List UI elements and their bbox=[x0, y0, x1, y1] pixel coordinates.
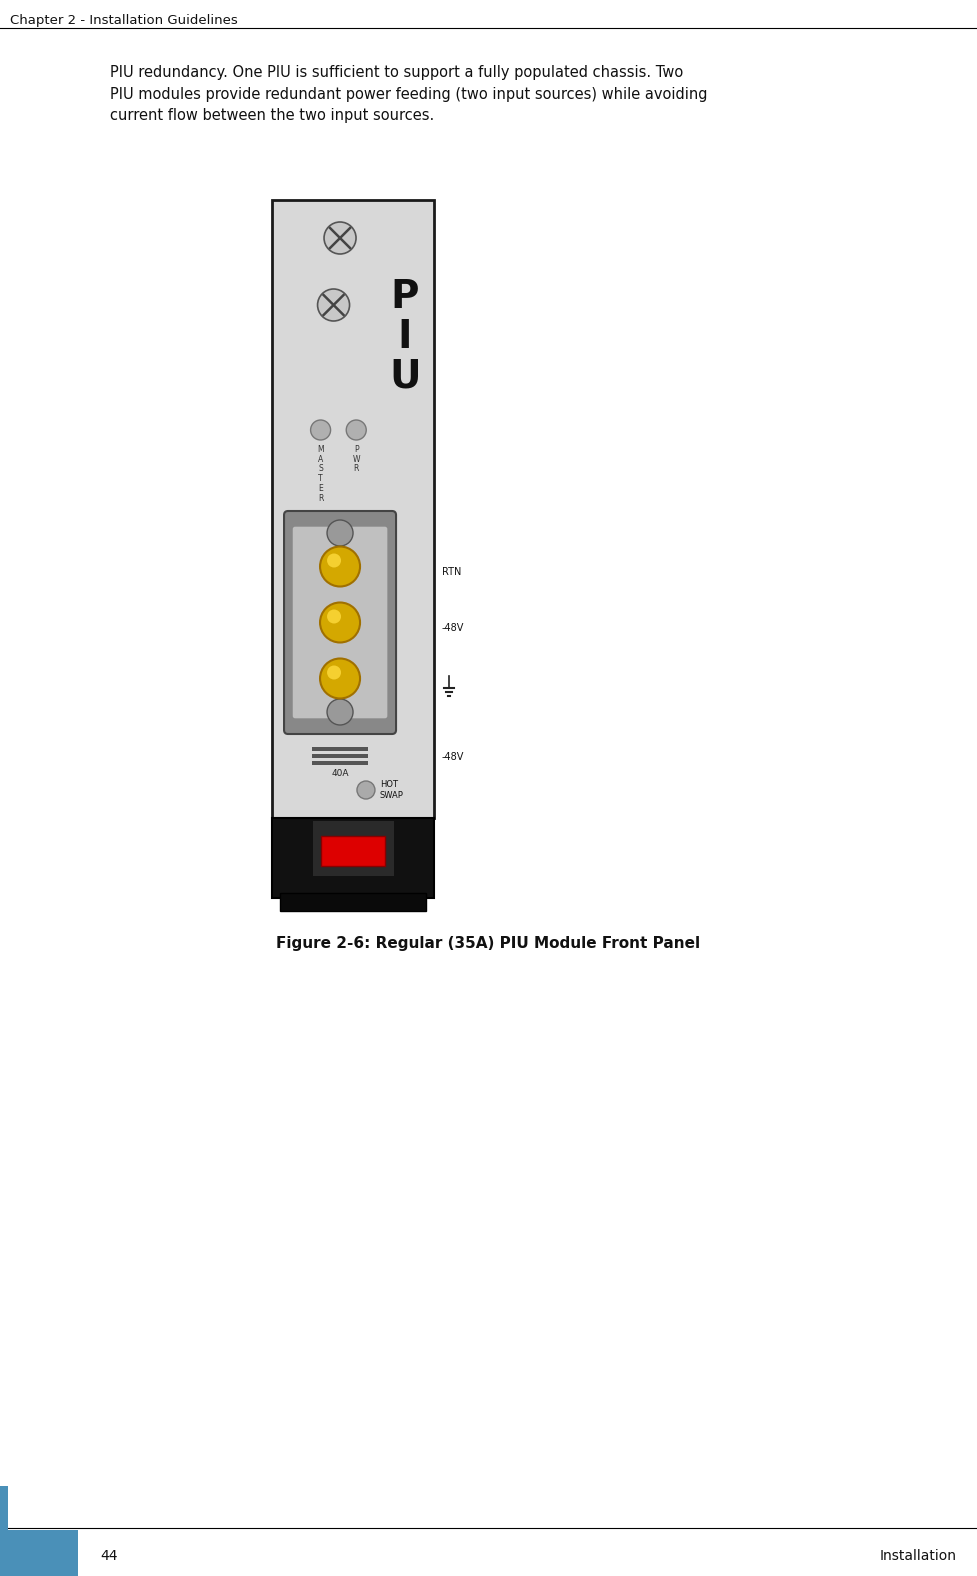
Circle shape bbox=[320, 659, 361, 698]
Text: 44: 44 bbox=[100, 1549, 117, 1563]
Text: HOT
SWAP: HOT SWAP bbox=[380, 780, 404, 799]
Circle shape bbox=[327, 610, 341, 624]
Circle shape bbox=[327, 553, 341, 567]
Bar bbox=[272, 200, 434, 818]
Text: -48V: -48V bbox=[442, 623, 464, 632]
Text: Chapter 2 - Installation Guidelines: Chapter 2 - Installation Guidelines bbox=[10, 14, 237, 27]
FancyBboxPatch shape bbox=[284, 511, 396, 734]
Text: Installation: Installation bbox=[880, 1549, 957, 1563]
Text: RTN: RTN bbox=[442, 566, 461, 577]
Circle shape bbox=[311, 419, 330, 440]
Circle shape bbox=[357, 782, 375, 799]
FancyBboxPatch shape bbox=[292, 526, 388, 719]
Circle shape bbox=[346, 419, 366, 440]
Circle shape bbox=[320, 547, 361, 586]
Text: 40A: 40A bbox=[331, 769, 349, 779]
Text: M
A
S
T
E
R: M A S T E R bbox=[318, 444, 324, 503]
Circle shape bbox=[327, 520, 353, 545]
Circle shape bbox=[324, 222, 356, 254]
Bar bbox=[280, 894, 426, 911]
Bar bbox=[0, 1486, 8, 1530]
Bar bbox=[272, 818, 434, 898]
Text: PIU redundancy. One PIU is sufficient to support a fully populated chassis. Two
: PIU redundancy. One PIU is sufficient to… bbox=[110, 65, 707, 123]
Text: P
I
U: P I U bbox=[389, 277, 421, 396]
Circle shape bbox=[320, 602, 361, 643]
Bar bbox=[312, 747, 368, 752]
Bar bbox=[320, 835, 385, 865]
Text: -48V: -48V bbox=[442, 752, 464, 763]
Bar bbox=[313, 821, 394, 876]
Circle shape bbox=[327, 665, 341, 679]
Circle shape bbox=[327, 700, 353, 725]
Bar bbox=[312, 761, 368, 764]
Text: Figure 2-6: Regular (35A) PIU Module Front Panel: Figure 2-6: Regular (35A) PIU Module Fro… bbox=[276, 936, 701, 950]
Bar bbox=[312, 753, 368, 758]
Text: P
W
R: P W R bbox=[353, 444, 360, 473]
Bar bbox=[0, 1530, 78, 1576]
Circle shape bbox=[318, 288, 350, 322]
